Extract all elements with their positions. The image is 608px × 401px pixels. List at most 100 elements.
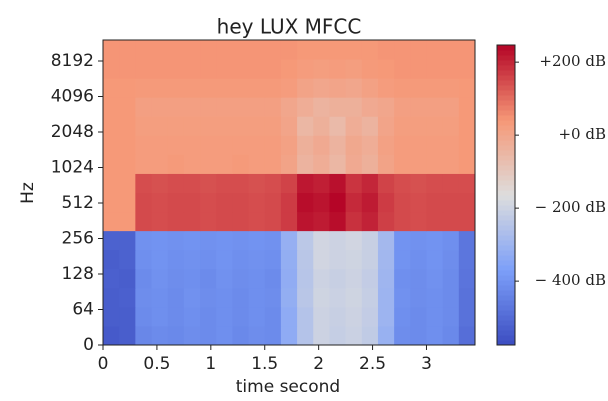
heatmap-cell <box>248 230 266 251</box>
heatmap-cell <box>183 135 201 155</box>
heatmap-cell <box>458 249 476 270</box>
heatmap-cell <box>135 268 153 289</box>
heatmap-cell <box>248 154 266 174</box>
heatmap-cell <box>329 192 347 213</box>
heatmap-cell <box>264 40 282 60</box>
heatmap-cell <box>119 40 136 60</box>
colorbar-segment <box>497 265 515 271</box>
heatmap-cell <box>426 268 444 289</box>
colorbar-segment <box>497 60 515 66</box>
heatmap-cell <box>345 154 363 174</box>
heatmap-cell <box>264 268 282 289</box>
heatmap-cell <box>297 306 314 327</box>
heatmap-cell <box>151 40 169 60</box>
heatmap-cell <box>119 116 136 136</box>
heatmap-cell <box>232 192 250 213</box>
heatmap-cell <box>280 268 298 289</box>
heatmap-cell <box>183 40 201 60</box>
heatmap-cell <box>377 325 395 346</box>
heatmap-cell <box>103 287 120 308</box>
heatmap-cell <box>313 325 330 346</box>
heatmap-cell <box>313 192 330 213</box>
heatmap-cell <box>458 230 476 251</box>
heatmap-cell <box>394 59 411 79</box>
heatmap-cell <box>216 306 233 327</box>
heatmap-cell <box>280 211 298 232</box>
colorbar-segment <box>497 75 515 81</box>
heatmap-cell <box>361 97 379 117</box>
heatmap-cell <box>200 211 217 232</box>
colorbar-segment <box>497 315 515 321</box>
colorbar-segment <box>497 320 515 326</box>
heatmap-cell <box>426 78 444 98</box>
heatmap-cell <box>119 287 136 308</box>
plot-frame <box>102 39 476 346</box>
heatmap-cell <box>135 97 153 117</box>
heatmap-cell <box>167 249 185 270</box>
heatmap-cell <box>167 192 185 213</box>
heatmap-cell <box>232 249 250 270</box>
heatmap-cell <box>248 306 266 327</box>
colorbar-segment <box>497 160 515 166</box>
heatmap-cell <box>410 287 427 308</box>
heatmap-cell <box>458 325 476 346</box>
heatmap-cell <box>248 116 266 136</box>
heatmap-cell <box>232 268 250 289</box>
heatmap-cell <box>103 40 120 60</box>
heatmap-cell <box>361 268 379 289</box>
heatmap-cell <box>167 268 185 289</box>
colorbar-segment <box>497 180 515 186</box>
heatmap-cell <box>426 249 444 270</box>
heatmap-cell <box>103 325 120 346</box>
heatmap-cell <box>297 268 314 289</box>
heatmap-cell <box>232 287 250 308</box>
heatmap-cell <box>183 192 201 213</box>
colorbar-segment <box>497 330 515 336</box>
heatmap-cell <box>135 116 153 136</box>
heatmap-cell <box>151 192 169 213</box>
heatmap-cell <box>297 40 314 60</box>
heatmap-cell <box>248 135 266 155</box>
heatmap-cell <box>426 325 444 346</box>
heatmap-cell <box>410 211 427 232</box>
heatmap-cell <box>167 211 185 232</box>
heatmap-cell <box>410 78 427 98</box>
heatmap-cell <box>183 211 201 232</box>
heatmap-cell <box>200 249 217 270</box>
heatmap-cell <box>103 306 120 327</box>
heatmap-cell <box>394 173 411 193</box>
heatmap-cell <box>183 116 201 136</box>
heatmap-cell <box>410 135 427 155</box>
heatmap-cell <box>264 325 282 346</box>
heatmap-cell <box>394 78 411 98</box>
heatmap-cell <box>200 40 217 60</box>
heatmap-cell <box>313 59 330 79</box>
heatmap-cell <box>200 192 217 213</box>
heatmap-cell <box>410 173 427 193</box>
heatmap-cell <box>345 306 363 327</box>
heatmap-cell <box>442 154 460 174</box>
heatmap-cell <box>232 59 250 79</box>
heatmap-cell <box>329 40 347 60</box>
heatmap-cell <box>345 249 363 270</box>
heatmap-cell <box>410 97 427 117</box>
heatmap-cell <box>200 78 217 98</box>
heatmap-cell <box>426 287 444 308</box>
heatmap-cell <box>345 116 363 136</box>
heatmap-cell <box>410 230 427 251</box>
heatmap-cell <box>167 78 185 98</box>
heatmap-cell <box>297 230 314 251</box>
colorbar-segment <box>497 260 515 266</box>
heatmap-cell <box>248 287 266 308</box>
heatmap-cell <box>410 116 427 136</box>
y-tick-label: 0 <box>83 335 94 355</box>
heatmap-cell <box>232 154 250 174</box>
heatmap-cell <box>232 173 250 193</box>
heatmap-cell <box>264 287 282 308</box>
heatmap-cell <box>297 97 314 117</box>
y-tick-label: 64 <box>72 300 94 320</box>
colorbar-segment <box>497 95 515 101</box>
heatmap-cell <box>361 306 379 327</box>
heatmap-cell <box>377 268 395 289</box>
heatmap-cell <box>248 192 266 213</box>
